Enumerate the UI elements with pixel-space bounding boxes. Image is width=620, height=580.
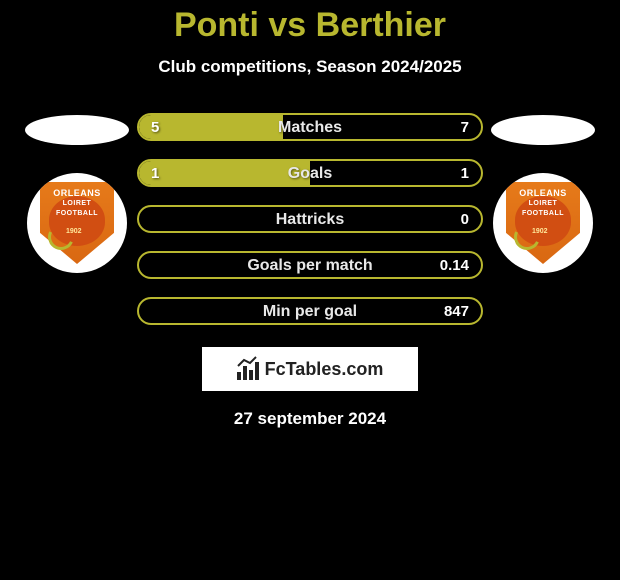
- stat-bar: 57Matches: [137, 113, 483, 141]
- left-side: ORLEANS LOIRET FOOTBALL 1902: [17, 113, 137, 273]
- brand-box: FcTables.com: [202, 347, 418, 391]
- shield-icon: ORLEANS LOIRET FOOTBALL 1902: [506, 182, 580, 264]
- chart-icon: [237, 358, 259, 380]
- stat-bar: 847Min per goal: [137, 297, 483, 325]
- main-content: ORLEANS LOIRET FOOTBALL 1902 57Matches 11…: [0, 113, 620, 325]
- stat-label: Matches: [139, 119, 481, 137]
- stat-label: Hattricks: [139, 211, 481, 229]
- club-name-1: ORLEANS: [40, 188, 114, 198]
- stat-label: Goals per match: [139, 257, 481, 275]
- right-side: ORLEANS LOIRET FOOTBALL 1902: [483, 113, 603, 273]
- player-ellipse-left: [25, 115, 129, 145]
- date-line: 27 september 2024: [0, 409, 620, 429]
- stat-bars: 57Matches 11Goals 0Hattricks 0.14Goals per …: [137, 113, 483, 325]
- stat-bar: 0.14Goals per match: [137, 251, 483, 279]
- club-badge-left: ORLEANS LOIRET FOOTBALL 1902: [27, 173, 127, 273]
- club-name-2: LOIRET: [40, 200, 114, 207]
- club-name-3: FOOTBALL: [506, 210, 580, 217]
- club-name-2: LOIRET: [506, 200, 580, 207]
- subtitle: Club competitions, Season 2024/2025: [0, 57, 620, 77]
- brand-text: FcTables.com: [265, 359, 384, 380]
- stat-bar: 11Goals: [137, 159, 483, 187]
- stat-label: Goals: [139, 165, 481, 183]
- stat-label: Min per goal: [139, 303, 481, 321]
- shield-icon: ORLEANS LOIRET FOOTBALL 1902: [40, 182, 114, 264]
- club-badge-right: ORLEANS LOIRET FOOTBALL 1902: [493, 173, 593, 273]
- club-year: 1902: [66, 228, 82, 235]
- club-name-3: FOOTBALL: [40, 210, 114, 217]
- club-year: 1902: [532, 228, 548, 235]
- page-title: Ponti vs Berthier: [0, 0, 620, 45]
- stat-bar: 0Hattricks: [137, 205, 483, 233]
- club-name-1: ORLEANS: [506, 188, 580, 198]
- player-ellipse-right: [491, 115, 595, 145]
